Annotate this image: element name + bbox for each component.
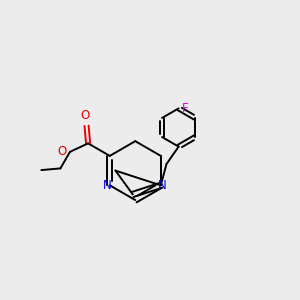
Text: O: O <box>80 109 90 122</box>
Text: F: F <box>182 102 189 115</box>
Text: N: N <box>158 179 167 192</box>
Text: N: N <box>103 179 112 192</box>
Text: O: O <box>57 145 66 158</box>
